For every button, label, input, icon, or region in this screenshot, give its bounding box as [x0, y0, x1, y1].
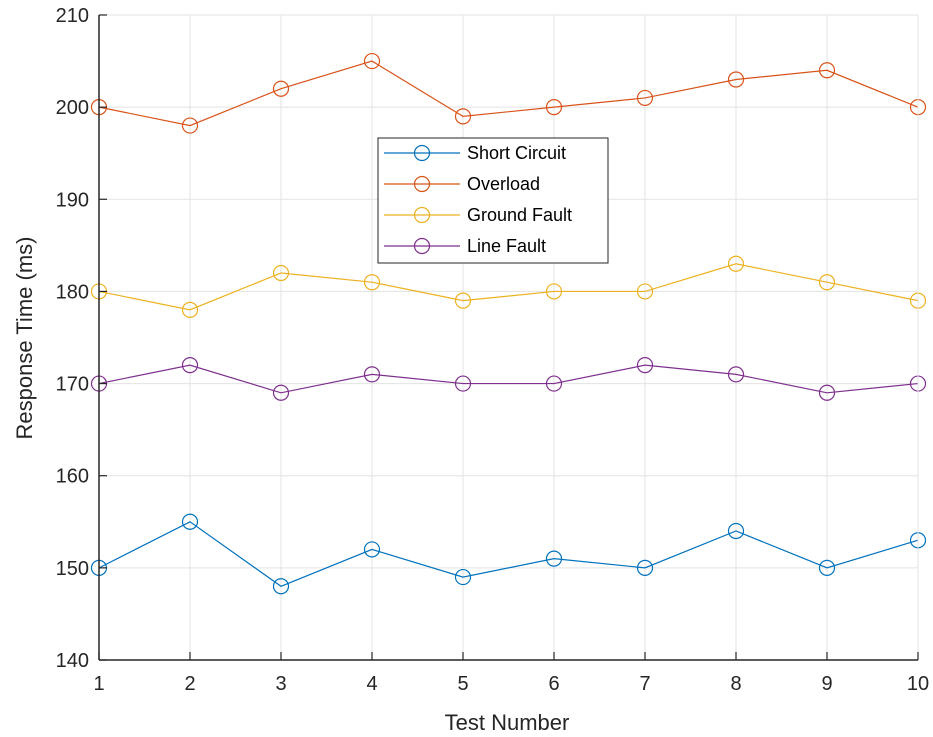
data-point-line-fault: [818, 384, 836, 401]
series-line-line-fault: [98, 364, 919, 394]
data-point-ground-fault: [818, 274, 836, 291]
data-point-overload: [363, 52, 381, 70]
data-point-ground-fault: [727, 255, 745, 272]
data-point-ground-fault: [454, 292, 472, 309]
x-tick-label: 10: [907, 673, 929, 695]
x-tick-label: 1: [93, 673, 104, 695]
legend-marker-ground-fault: [413, 206, 431, 224]
y-tick-label: 180: [56, 281, 89, 303]
x-tick-label: 8: [730, 673, 741, 695]
y-tick-label: 170: [56, 374, 89, 396]
data-point-short-circuit: [181, 513, 199, 530]
data-point-overload: [727, 71, 745, 88]
x-tick-label: 7: [639, 673, 650, 695]
x-tick-label: 3: [275, 673, 286, 695]
data-point-overload: [454, 108, 472, 125]
x-tick-label: 9: [821, 673, 832, 695]
legend-label-short-circuit: Short Circuit: [467, 143, 566, 163]
data-point-line-fault: [636, 357, 654, 374]
series-overload: [90, 52, 927, 134]
data-point-ground-fault: [636, 283, 654, 300]
data-point-overload: [636, 89, 654, 107]
data-point-short-circuit: [363, 541, 381, 558]
series-line-short-circuit: [98, 521, 919, 587]
data-point-short-circuit: [545, 550, 563, 567]
series-line-ground-fault: [98, 263, 919, 311]
data-point-overload: [272, 80, 290, 97]
x-tick-label: 4: [366, 673, 377, 695]
x-tick-label: 5: [457, 673, 468, 695]
legend-label-overload: Overload: [467, 174, 540, 194]
legend: Short Circuit Overload Ground Fault Line Fa…: [377, 137, 609, 264]
data-point-line-fault: [727, 366, 745, 383]
data-point-overload: [181, 117, 199, 134]
data-point-overload: [818, 62, 836, 79]
legend-marker-overload: [413, 175, 431, 193]
y-tick-label: 200: [56, 97, 89, 119]
data-point-line-fault: [272, 384, 290, 401]
y-tick-label: 190: [56, 189, 89, 211]
data-point-short-circuit: [454, 568, 472, 586]
series-line-fault: [90, 357, 927, 401]
legend-label-ground-fault: Ground Fault: [467, 205, 572, 225]
legend-box: [377, 137, 609, 264]
y-tick-label: 140: [56, 650, 89, 672]
data-point-short-circuit: [636, 559, 654, 576]
data-point-line-fault: [181, 357, 199, 374]
series-line-overload: [98, 60, 919, 127]
series-layer: [90, 52, 927, 595]
data-point-ground-fault: [363, 274, 381, 291]
tick-labels: 1 2 3 4 5 6 7 8 9 10 140 150 160 170 180 190 200 210: [56, 5, 930, 695]
x-axis-label: Test Number: [445, 710, 570, 735]
x-tick-label: 6: [548, 673, 559, 695]
data-point-line-fault: [545, 375, 563, 392]
legend-marker-short-circuit: [413, 144, 431, 162]
data-point-ground-fault: [545, 283, 563, 300]
axes: [98, 14, 919, 661]
series-short-circuit: [90, 513, 927, 595]
data-point-ground-fault: [272, 264, 290, 282]
y-axis-label: Response Time (ms): [12, 237, 37, 440]
y-tick-label: 210: [56, 5, 89, 27]
legend-label-line-fault: Line Fault: [467, 236, 546, 256]
data-point-short-circuit: [727, 522, 745, 540]
series-ground-fault: [90, 255, 927, 318]
data-point-ground-fault: [181, 301, 199, 318]
x-tick-label: 2: [184, 673, 195, 695]
y-tick-label: 160: [56, 466, 89, 488]
data-point-overload: [545, 99, 563, 116]
data-point-short-circuit: [818, 559, 836, 576]
y-tick-label: 150: [56, 558, 89, 580]
data-point-short-circuit: [272, 578, 290, 595]
legend-marker-line-fault: [413, 237, 431, 255]
data-point-line-fault: [454, 375, 472, 392]
data-point-line-fault: [363, 366, 381, 383]
